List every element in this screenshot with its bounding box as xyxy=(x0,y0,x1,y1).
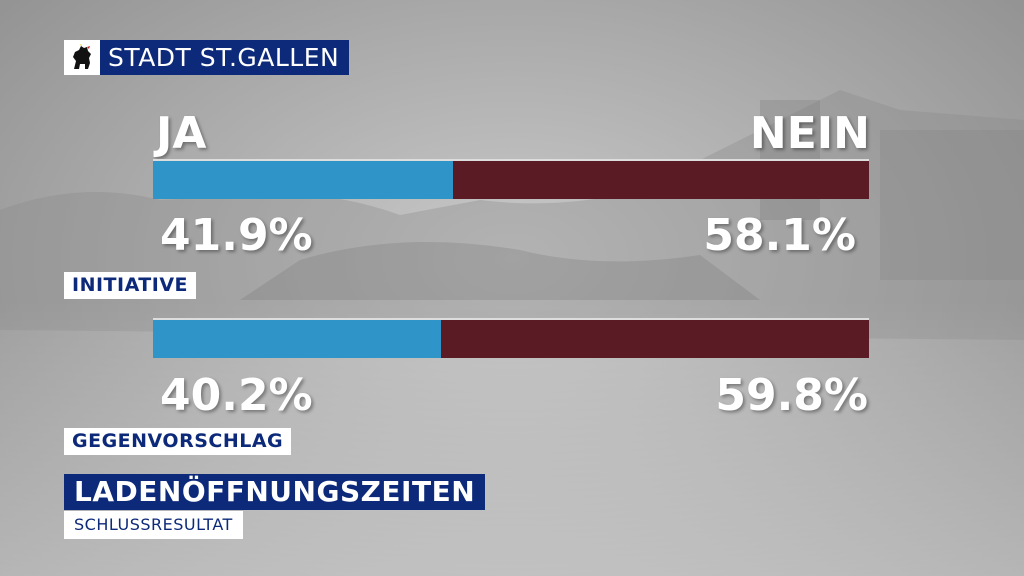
initiative-tag: INITIATIVE xyxy=(64,272,197,299)
initiative-nein-bar xyxy=(453,161,869,199)
gegenvorschlag-nein-bar xyxy=(440,320,869,358)
gegenvorschlag-nein-value: 59.8% xyxy=(715,370,868,421)
initiative-ja-value: 41.9% xyxy=(160,210,313,261)
nein-label: NEIN xyxy=(749,108,870,159)
ja-label: JA xyxy=(156,108,207,159)
gegenvorschlag-tag: GEGENVORSCHLAG xyxy=(64,428,292,455)
location-title: STADT ST.GALLEN xyxy=(108,43,340,72)
location-header: STADT ST.GALLEN xyxy=(64,40,350,75)
gegenvorschlag-ja-bar xyxy=(153,320,441,358)
bear-crest-icon xyxy=(64,40,100,75)
page-subtitle: SCHLUSSRESULTAT xyxy=(64,511,243,539)
gegenvorschlag-ja-value: 40.2% xyxy=(160,370,313,421)
initiative-ja-bar xyxy=(153,161,453,199)
gegenvorschlag-bar xyxy=(153,318,869,358)
page-title: LADENÖFFNUNGSZEITEN xyxy=(64,474,486,510)
initiative-nein-value: 58.1% xyxy=(703,210,856,261)
initiative-bar xyxy=(153,159,869,199)
